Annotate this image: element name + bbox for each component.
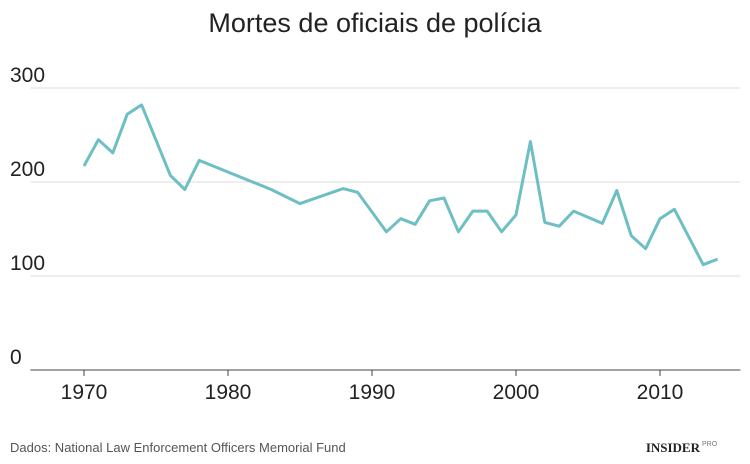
x-tick-label: 2000 bbox=[493, 381, 540, 404]
y-tick-label: 0 bbox=[10, 346, 22, 369]
x-tick-label: 1980 bbox=[205, 381, 252, 404]
logo-suffix: PRO bbox=[702, 441, 718, 448]
y-tick-label: 100 bbox=[10, 252, 45, 275]
data-line bbox=[82, 103, 719, 267]
x-tick-label: 2010 bbox=[637, 381, 684, 404]
source-note: Dados: National Law Enforcement Officers… bbox=[10, 440, 346, 455]
x-tick-label: 1970 bbox=[61, 381, 108, 404]
x-tick-label: 1990 bbox=[349, 381, 396, 404]
chart-title: Mortes de oficiais de polícia bbox=[208, 8, 542, 38]
logo: INSIDER bbox=[646, 440, 701, 455]
y-tick-label: 200 bbox=[10, 158, 45, 181]
y-tick-label: 300 bbox=[10, 64, 45, 87]
